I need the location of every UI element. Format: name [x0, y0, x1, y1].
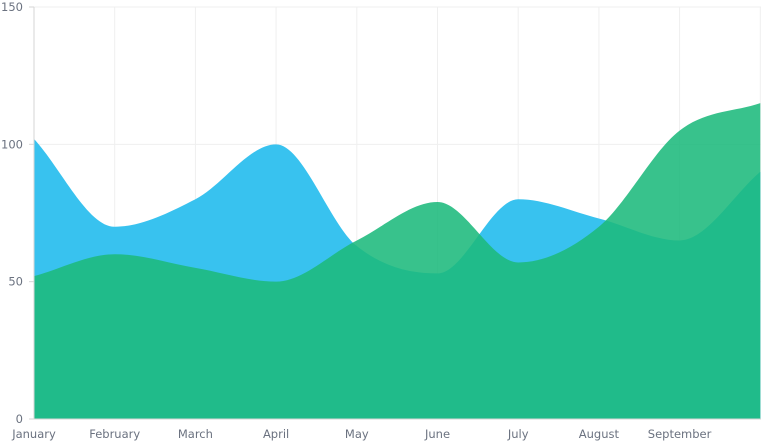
- x-tick-label: January: [11, 427, 56, 441]
- x-tick-labels: January February March April May June July Augu…: [11, 427, 711, 441]
- x-tick-label: May: [345, 427, 369, 441]
- y-tick-label: 100: [1, 137, 23, 151]
- y-tick-label: 0: [16, 412, 23, 426]
- axes: [33, 7, 761, 420]
- x-tick-label: July: [507, 427, 529, 441]
- x-tick-label: March: [178, 427, 213, 441]
- area-series-2: [34, 103, 761, 419]
- y-tick-label: 50: [8, 275, 23, 289]
- x-tick-label: April: [263, 427, 289, 441]
- y-tick-labels: 0 50 100 150: [1, 0, 34, 426]
- x-tick-label: August: [579, 427, 620, 441]
- x-tick-label: February: [89, 427, 140, 441]
- areas: [34, 103, 761, 419]
- x-tick-label: September: [648, 427, 712, 441]
- x-tick-label: June: [424, 427, 450, 441]
- y-tick-label: 150: [1, 0, 23, 14]
